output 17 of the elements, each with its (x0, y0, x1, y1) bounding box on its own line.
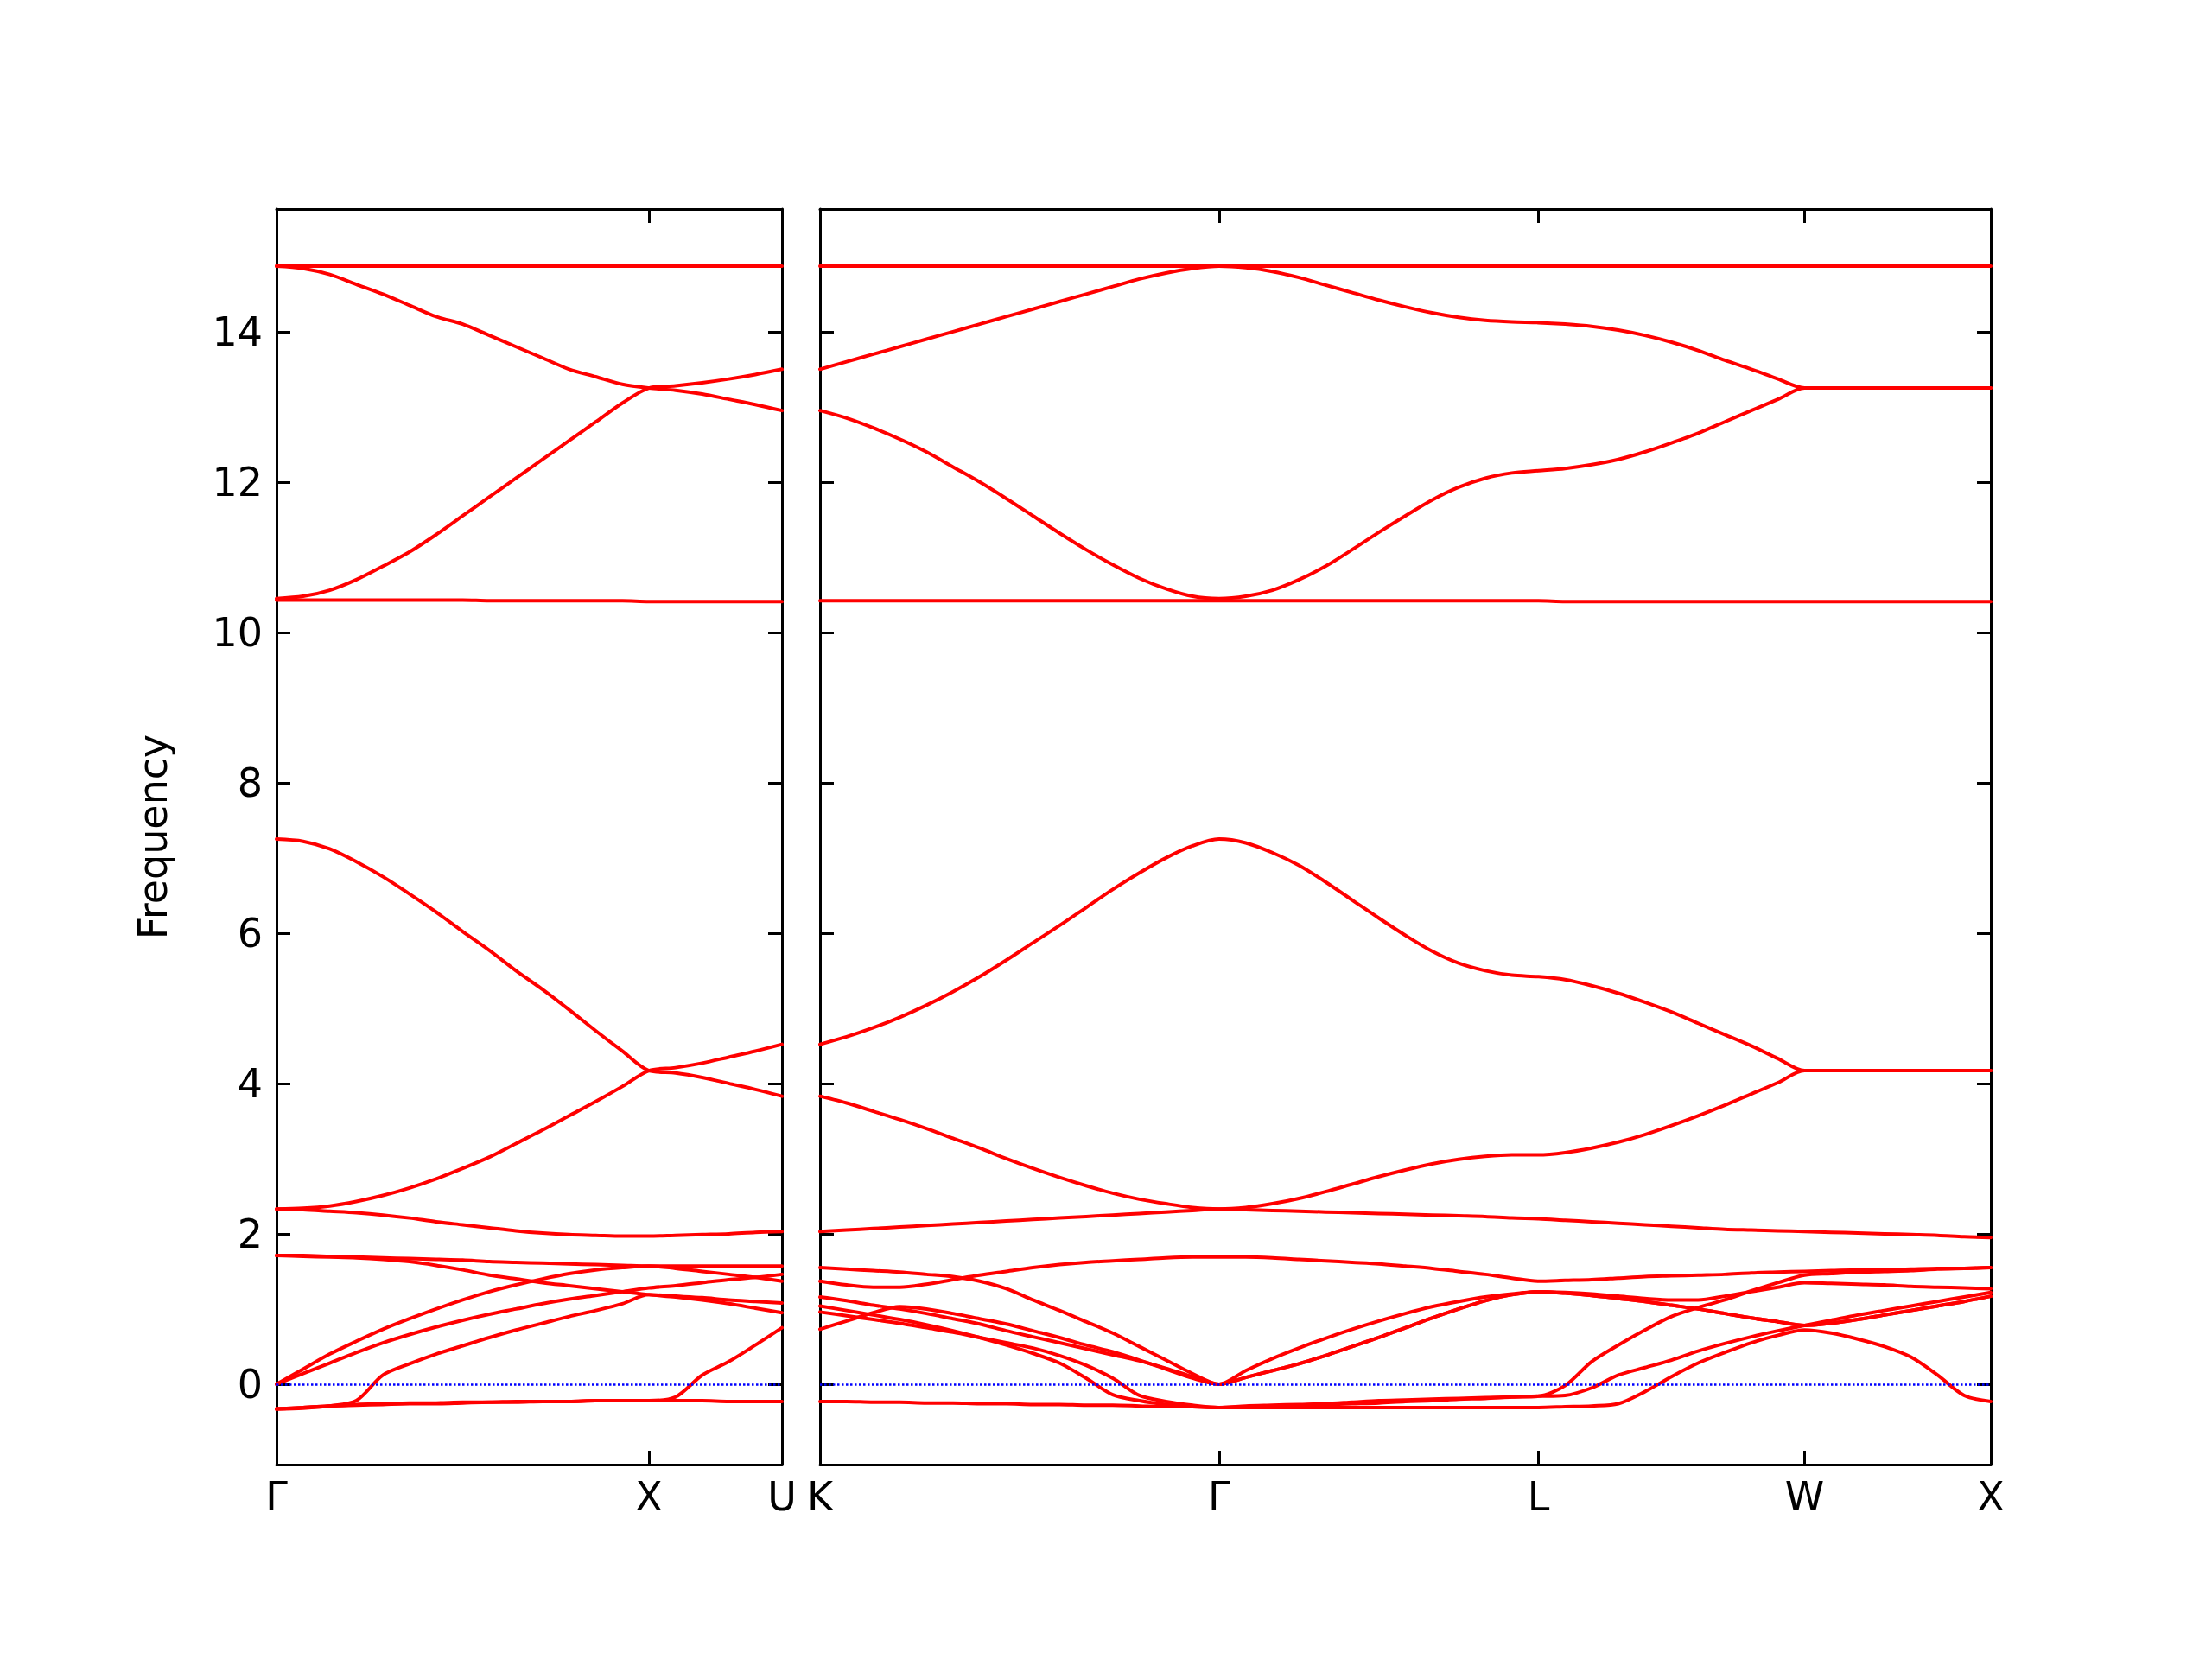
x-tick-label: W (1784, 1473, 1825, 1520)
x-tick-label: X (635, 1473, 663, 1520)
y-tick-label: 14 (212, 308, 263, 355)
y-axis-title: Frequency (130, 734, 176, 940)
y-tick-label: 6 (237, 909, 263, 957)
x-tick-label: U (767, 1473, 797, 1520)
y-tick-label: 12 (212, 458, 263, 505)
y-tick-label: 2 (237, 1210, 263, 1257)
x-tick-label: L (1527, 1473, 1550, 1520)
y-tick-label: 4 (237, 1059, 263, 1107)
y-tick-label: 8 (237, 759, 263, 806)
y-tick-label: 10 (212, 608, 263, 656)
y-tick-label: 0 (237, 1360, 263, 1408)
x-tick-label: Γ (265, 1473, 289, 1520)
x-tick-label: K (806, 1473, 835, 1520)
x-tick-label: Γ (1208, 1473, 1231, 1520)
x-tick-label: X (1977, 1473, 2005, 1520)
